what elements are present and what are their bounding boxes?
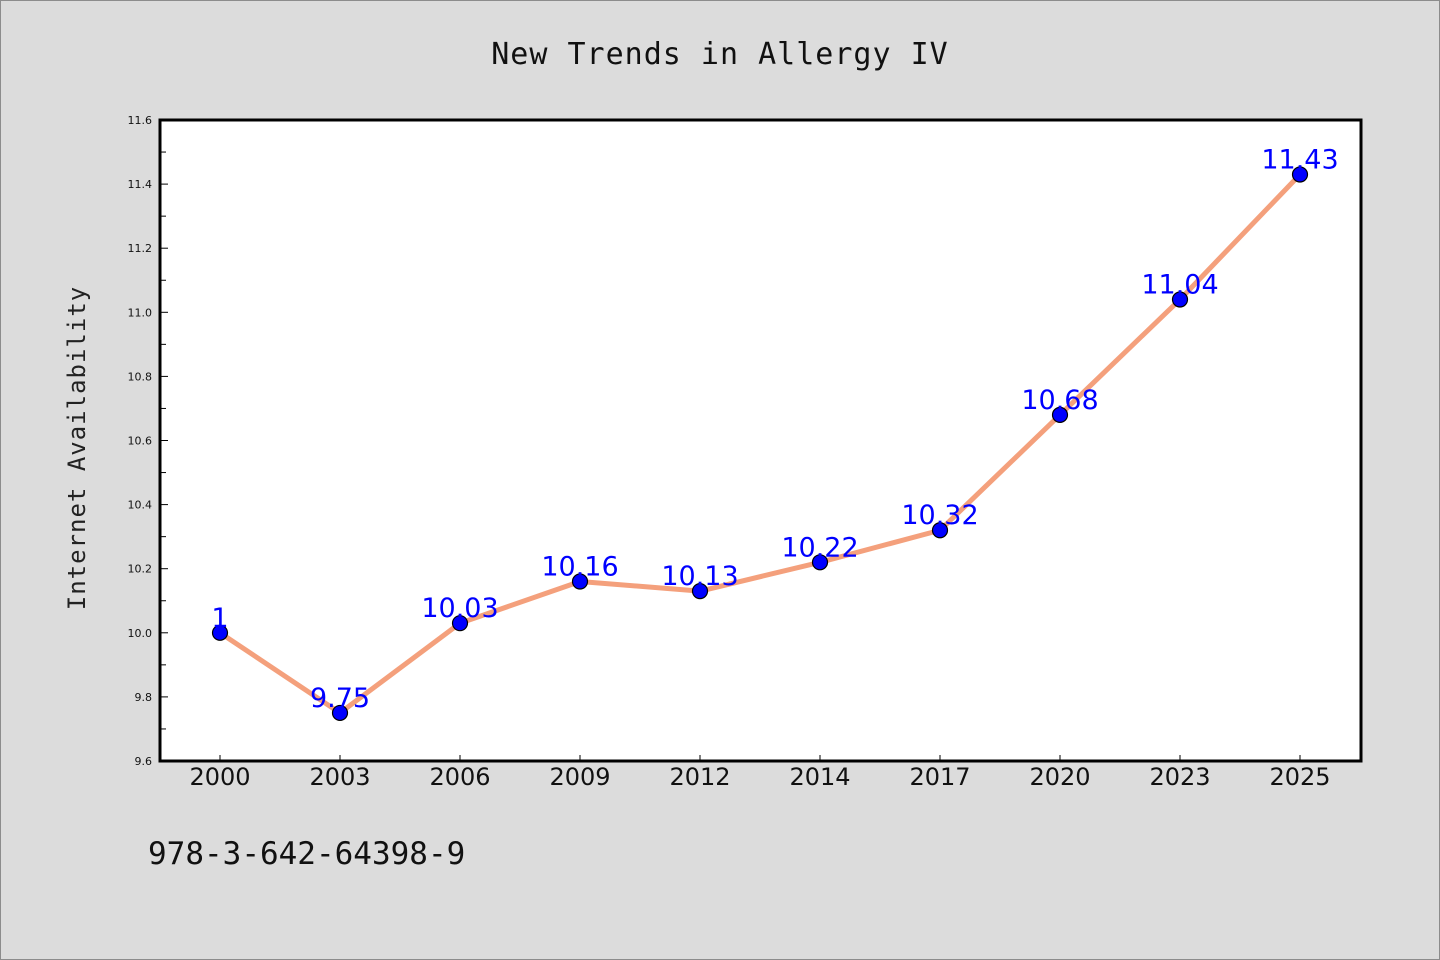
footer-isbn: 978-3-642-64398-9	[148, 836, 465, 872]
y-tick-label: 11.6	[128, 114, 153, 127]
y-tick-label: 11.4	[128, 178, 153, 191]
y-tick-label: 10.2	[128, 563, 153, 576]
plot-area	[160, 120, 1361, 761]
x-tick-label: 2009	[549, 763, 610, 791]
y-tick-label: 9.6	[135, 755, 153, 768]
data-label: 10.22	[781, 532, 858, 563]
x-tick-label: 2025	[1269, 763, 1330, 791]
data-point	[331, 704, 349, 722]
data-label: 10.32	[901, 500, 978, 531]
data-point	[211, 624, 229, 641]
data-labels-group: 1 9.75 10.03 10.16 10.13 10.22 10.32 10.68 11.04…	[211, 144, 1338, 713]
data-point	[1051, 406, 1069, 423]
x-tick-label: 2014	[789, 763, 850, 791]
x-tick-label: 2017	[909, 763, 970, 791]
chart-title: New Trends in Allergy IV	[491, 37, 948, 72]
x-tick-label: 2000	[189, 763, 250, 791]
y-tick-label: 10.8	[128, 370, 153, 383]
y-tick-label: 10.6	[128, 435, 153, 448]
y-tick-label: 11.2	[128, 242, 153, 255]
data-label: 11.43	[1261, 144, 1338, 175]
data-label: 1	[211, 603, 228, 634]
x-axis: 2000 2003 2006 2009 2012 2014 2017 2020 2023 2025	[189, 755, 1331, 791]
plot-border	[158, 118, 1363, 763]
data-label: 10.68	[1021, 385, 1098, 416]
data-point	[571, 573, 589, 590]
series-line-group	[217, 171, 1303, 716]
data-point	[1291, 166, 1309, 183]
data-label: 10.13	[661, 561, 738, 592]
series-line	[217, 171, 1303, 716]
markers-group	[211, 166, 1309, 722]
data-point	[811, 554, 829, 571]
data-label: 11.04	[1141, 269, 1218, 300]
data-point	[691, 583, 709, 600]
y-tick-label: 9.8	[135, 691, 153, 704]
x-tick-label: 2006	[429, 763, 490, 791]
data-label: 10.03	[421, 593, 498, 624]
data-label: 9.75	[310, 683, 370, 714]
x-tick-label: 2012	[669, 763, 730, 791]
x-tick-label: 2020	[1029, 763, 1090, 791]
y-axis-label: Internet Availability	[63, 286, 91, 610]
y-tick-label: 10.0	[128, 627, 153, 640]
data-point	[451, 615, 469, 632]
y-tick-label: 11.0	[128, 306, 153, 319]
x-tick-label: 2023	[1149, 763, 1210, 791]
data-point	[1171, 291, 1189, 308]
x-tick-label: 2003	[309, 763, 370, 791]
data-label: 10.16	[541, 552, 618, 583]
data-point	[931, 522, 949, 539]
y-tick-label: 10.4	[128, 499, 153, 512]
